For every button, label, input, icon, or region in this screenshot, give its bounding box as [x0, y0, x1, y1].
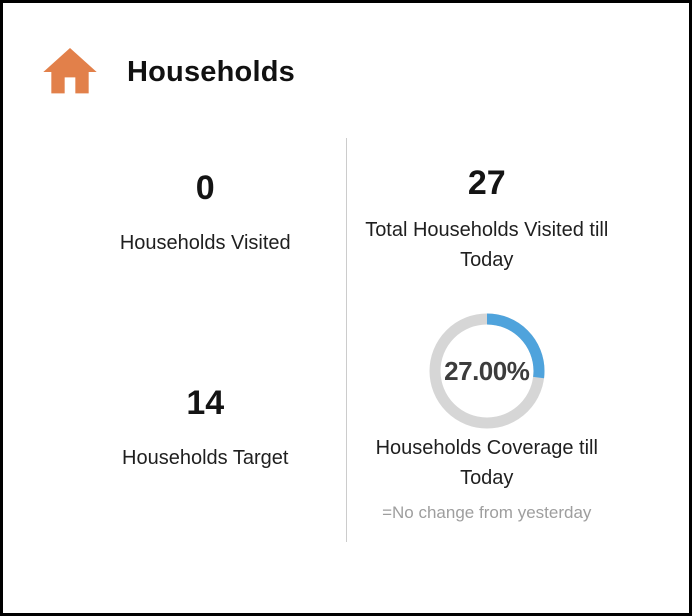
- coverage-progress-ring: 27.00%: [429, 313, 545, 429]
- households-visited-label: Households Visited: [119, 232, 291, 254]
- vertical-divider: [345, 138, 347, 542]
- coverage-change-note: =No change from yesterday: [382, 503, 592, 522]
- households-target-label: Households Target: [122, 447, 289, 469]
- right-column: 27 Total Households Visited till Today 2…: [347, 138, 628, 542]
- left-column: 0 Households Visited 14 Households Targe…: [65, 138, 346, 542]
- total-households-value: 27: [467, 164, 506, 202]
- households-visited-value: 0: [195, 169, 215, 207]
- households-target-value: 14: [186, 384, 225, 422]
- coverage-label: Households Coverage till Today: [375, 437, 598, 489]
- card-content: 0 Households Visited 14 Households Targe…: [65, 138, 627, 542]
- total-households-label: Total Households Visited till Today: [365, 219, 609, 271]
- households-visited-stat: 0 Households Visited: [120, 138, 291, 258]
- card-header: Households: [38, 40, 689, 104]
- ring-progress-arc: [429, 313, 545, 429]
- households-target-stat: 14 Households Target: [122, 258, 288, 473]
- home-icon: [43, 48, 97, 94]
- card-title: Households: [127, 55, 295, 88]
- total-households-stat: 27 Total Households Visited till Today: [359, 138, 614, 275]
- coverage-percent: 27.00%: [444, 355, 530, 386]
